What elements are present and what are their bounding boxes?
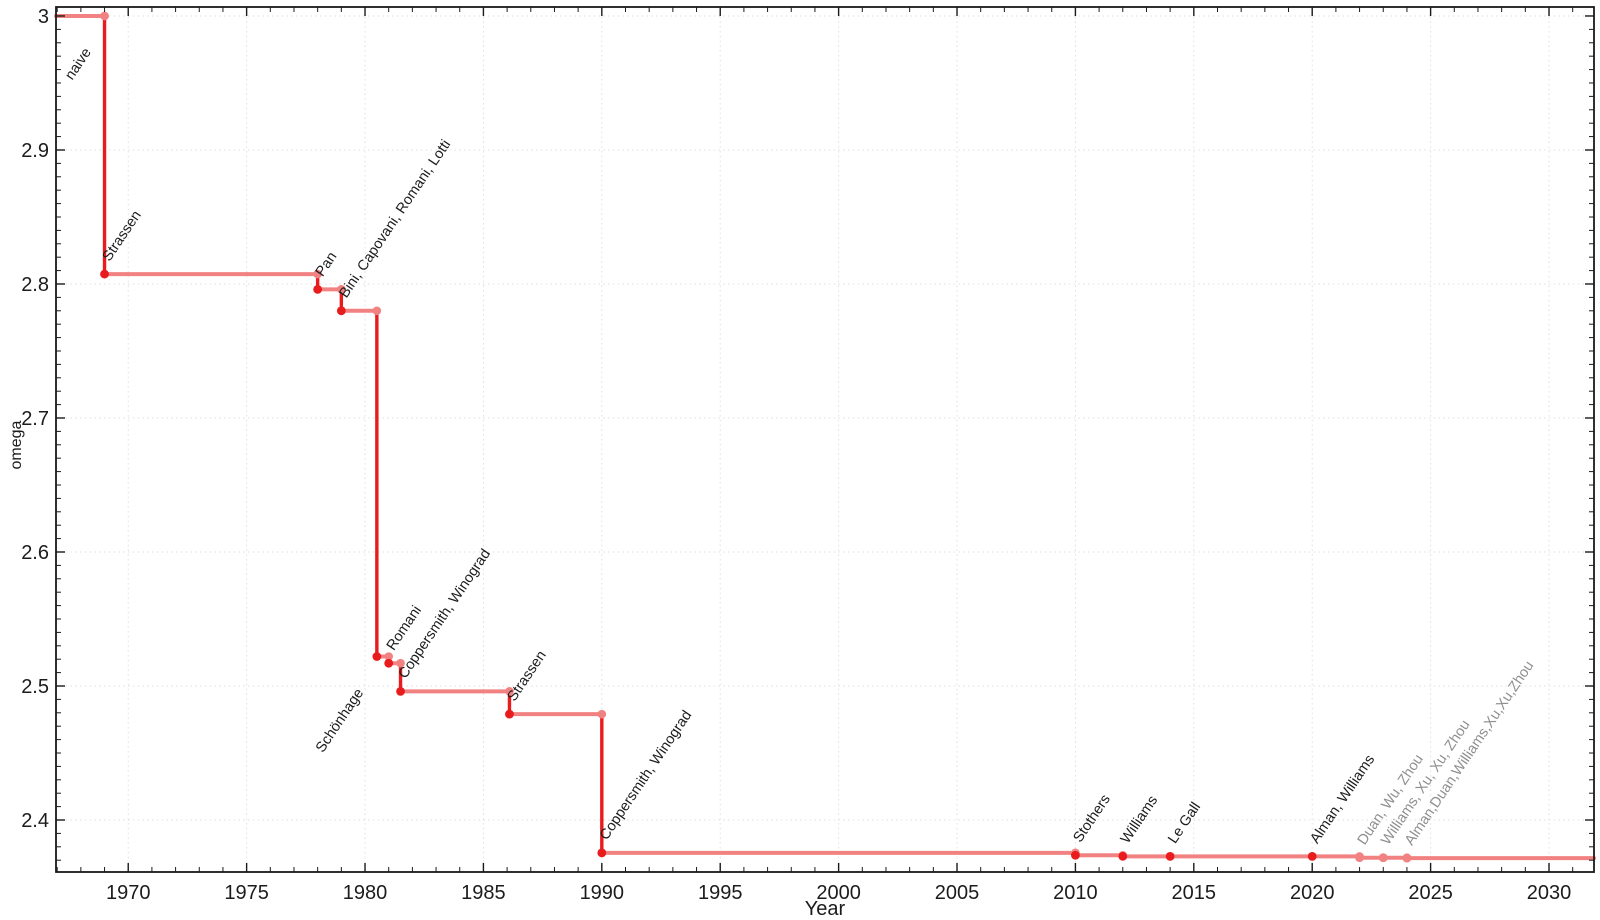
x-tick-label: 1985 bbox=[461, 882, 506, 904]
y-tick-label: 2.9 bbox=[21, 140, 49, 162]
data-point-marker-new bbox=[100, 269, 109, 279]
data-point-marker-new bbox=[1307, 851, 1317, 861]
data-point-marker-prev bbox=[337, 285, 346, 294]
discovery-label: Alman,Duan,Williams,Xu,Xu,Zhou bbox=[1402, 658, 1537, 848]
data-point-marker-new bbox=[396, 686, 405, 696]
data-point-marker-prev bbox=[597, 709, 607, 719]
x-tick-label: 2030 bbox=[1527, 882, 1572, 904]
data-point-marker-prev bbox=[372, 306, 382, 316]
discovery-label: Williams bbox=[1118, 793, 1161, 847]
x-tick-label: 2015 bbox=[1172, 882, 1217, 904]
y-tick-label: 3 bbox=[38, 6, 49, 28]
discovery-label: Schönhage bbox=[313, 686, 367, 756]
discovery-label: Bini, Capovani, Romani, Lotti bbox=[336, 137, 454, 301]
discovery-label: Strassen bbox=[505, 648, 550, 704]
data-point-marker-new bbox=[1118, 851, 1128, 861]
y-tick-label: 2.7 bbox=[21, 408, 49, 430]
data-point-marker-new bbox=[1355, 853, 1364, 863]
data-point-marker-prev bbox=[313, 269, 322, 279]
discovery-label: Strassen bbox=[100, 208, 145, 264]
data-point-marker-new bbox=[597, 848, 607, 858]
x-tick-label: 2005 bbox=[935, 882, 980, 904]
discovery-label: Stothers bbox=[1070, 792, 1113, 846]
y-axis-title: omega bbox=[8, 420, 25, 470]
x-tick-label: 2010 bbox=[1053, 882, 1098, 904]
x-tick-label: 2020 bbox=[1290, 882, 1335, 904]
x-tick-label: 2025 bbox=[1408, 882, 1453, 904]
data-point-marker-new bbox=[313, 284, 323, 294]
x-tick-label: 1995 bbox=[698, 882, 743, 904]
data-point-marker-new bbox=[1378, 853, 1388, 863]
y-tick-label: 2.8 bbox=[21, 274, 49, 296]
data-point-marker-prev bbox=[100, 11, 109, 21]
data-point-marker-new bbox=[505, 709, 514, 719]
x-tick-label: 1980 bbox=[343, 882, 388, 904]
x-axis-title: Year bbox=[804, 898, 846, 920]
y-tick-label: 2.4 bbox=[21, 810, 49, 832]
y-tick-label: 2.6 bbox=[21, 542, 49, 564]
discovery-label: Coppersmith, Winograd bbox=[597, 708, 695, 843]
x-tick-label: 1990 bbox=[580, 882, 625, 904]
data-point-marker-new bbox=[384, 658, 394, 668]
data-point-marker-prev bbox=[396, 658, 405, 668]
plot-border bbox=[55, 6, 1595, 873]
x-tick-label: 2000 bbox=[816, 882, 861, 904]
data-point-marker-new bbox=[1402, 853, 1412, 863]
discovery-label: naive bbox=[62, 45, 95, 83]
data-point-marker-new bbox=[372, 652, 382, 661]
data-point-marker-prev bbox=[384, 652, 394, 661]
x-tick-label: 1970 bbox=[106, 882, 151, 904]
discovery-label: Le Gall bbox=[1165, 800, 1204, 847]
x-tick-label: 1975 bbox=[224, 882, 269, 904]
data-point-marker-new bbox=[336, 306, 346, 316]
data-point-marker-prev bbox=[505, 687, 514, 696]
data-point-marker-new bbox=[1165, 851, 1175, 861]
y-tick-label: 2.5 bbox=[21, 676, 49, 698]
data-point-marker-new bbox=[1071, 850, 1080, 860]
